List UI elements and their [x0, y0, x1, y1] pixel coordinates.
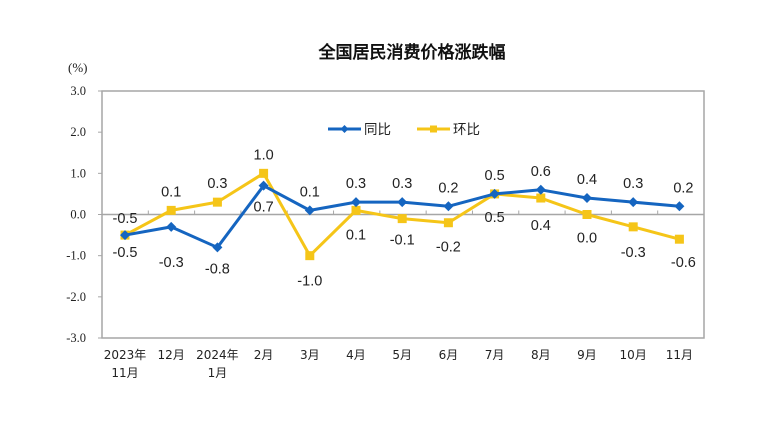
data-label: 1.0: [254, 147, 274, 163]
data-label: -0.8: [205, 261, 230, 277]
data-label: 0.0: [577, 231, 597, 247]
data-point-square: [443, 218, 453, 228]
x-tick-label: 11月: [111, 366, 138, 380]
data-label: 0.7: [254, 200, 274, 216]
data-point-diamond: [212, 242, 223, 253]
data-label: 0.3: [207, 176, 227, 192]
x-tick-label: 11月: [666, 348, 693, 362]
x-tick-label: 9月: [577, 348, 597, 362]
series-mom: [120, 168, 684, 261]
data-point-diamond: [351, 197, 361, 208]
data-point-diamond: [535, 184, 546, 195]
x-tick-label: 10月: [620, 348, 647, 362]
y-tick-label: -1.0: [66, 249, 86, 263]
series-yoy: [120, 180, 685, 253]
data-label: -0.1: [390, 233, 415, 249]
data-point-diamond: [166, 221, 177, 232]
data-point-diamond: [120, 230, 130, 241]
chart-title: 全国居民消费价格涨跌幅: [318, 42, 506, 63]
x-tick-label: 2024年: [196, 348, 239, 362]
data-point-square: [212, 197, 222, 207]
data-label: 0.2: [673, 180, 693, 196]
legend-marker-square: [430, 125, 437, 133]
y-tick-label: -3.0: [66, 331, 86, 345]
y-axis-unit: (%): [68, 60, 88, 75]
data-point-diamond: [674, 201, 685, 212]
data-label: -0.5: [113, 245, 138, 261]
x-tick-label: 8月: [531, 348, 551, 362]
data-point-diamond: [397, 197, 408, 208]
legend-label: 环比: [453, 122, 480, 138]
x-tick-label: 2月: [254, 348, 274, 362]
data-point-square: [166, 205, 176, 215]
legend-label: 同比: [364, 122, 391, 138]
legend-item-yoy: 同比: [328, 122, 391, 138]
y-tick-label: -2.0: [66, 290, 86, 304]
data-point-diamond: [489, 188, 500, 199]
x-tick-label: 3月: [300, 348, 320, 362]
data-labels: -0.5 -0.3 -0.8 0.7 0.1 0.3 0.3 0.2 0.5 0.6 0.4 0.3 0…: [113, 147, 696, 289]
y-tick-label: 1.0: [70, 166, 86, 180]
x-axis-ticks: 2023年 11月 12月 2024年 1月 2月 3月 4月 5月 6月 7月 8月 9月 10月 11月: [104, 348, 693, 380]
x-tick-label: 2023年: [104, 348, 147, 362]
data-point-square: [259, 168, 269, 178]
y-tick-label: 2.0: [70, 125, 86, 139]
data-point-square: [674, 234, 684, 244]
data-label: 0.4: [577, 172, 597, 188]
data-point-diamond: [304, 205, 315, 216]
legend-marker-diamond: [340, 125, 349, 133]
data-label: -0.5: [113, 211, 138, 227]
x-tick-label: 6月: [439, 348, 459, 362]
data-label: 0.1: [161, 184, 181, 200]
data-point-square: [351, 205, 361, 215]
data-label: -1.0: [297, 274, 322, 290]
y-axis-ticks: 3.0 2.0 1.0 0.0 -1.0 -2.0 -3.0: [66, 84, 102, 345]
data-label: 0.4: [531, 218, 551, 234]
data-label: 0.2: [438, 180, 458, 196]
data-point-diamond: [582, 193, 592, 204]
data-label: -0.3: [159, 255, 184, 271]
x-tick-label: 4月: [346, 348, 366, 362]
data-label: 0.6: [531, 164, 551, 180]
data-label: 0.1: [300, 184, 320, 200]
data-point-square: [397, 214, 407, 224]
data-label: -0.2: [436, 240, 461, 256]
data-label: 0.3: [623, 176, 643, 192]
data-label: 0.5: [485, 210, 505, 226]
x-tick-label: 12月: [158, 348, 185, 362]
data-point-diamond: [258, 180, 269, 191]
data-label: 0.3: [392, 176, 412, 192]
series-layer: [120, 168, 685, 261]
data-point-diamond: [443, 201, 454, 212]
x-tick-label: 1月: [208, 366, 228, 380]
data-label: 0.3: [346, 176, 366, 192]
legend: 同比 环比: [328, 122, 480, 138]
data-label: 0.5: [485, 168, 505, 184]
data-label: -0.6: [671, 255, 696, 271]
legend-item-mom: 环比: [417, 122, 480, 138]
y-tick-label: 0.0: [70, 208, 86, 222]
data-point-square: [536, 193, 546, 203]
data-point-square: [628, 222, 638, 232]
y-tick-label: 3.0: [70, 84, 86, 98]
x-tick-label: 7月: [485, 348, 505, 362]
data-point-diamond: [628, 197, 639, 208]
x-tick-label: 5月: [392, 348, 412, 362]
data-point-square: [582, 210, 592, 219]
data-label: -0.3: [621, 245, 646, 261]
data-label: 0.1: [346, 227, 366, 243]
data-point-square: [305, 251, 315, 261]
